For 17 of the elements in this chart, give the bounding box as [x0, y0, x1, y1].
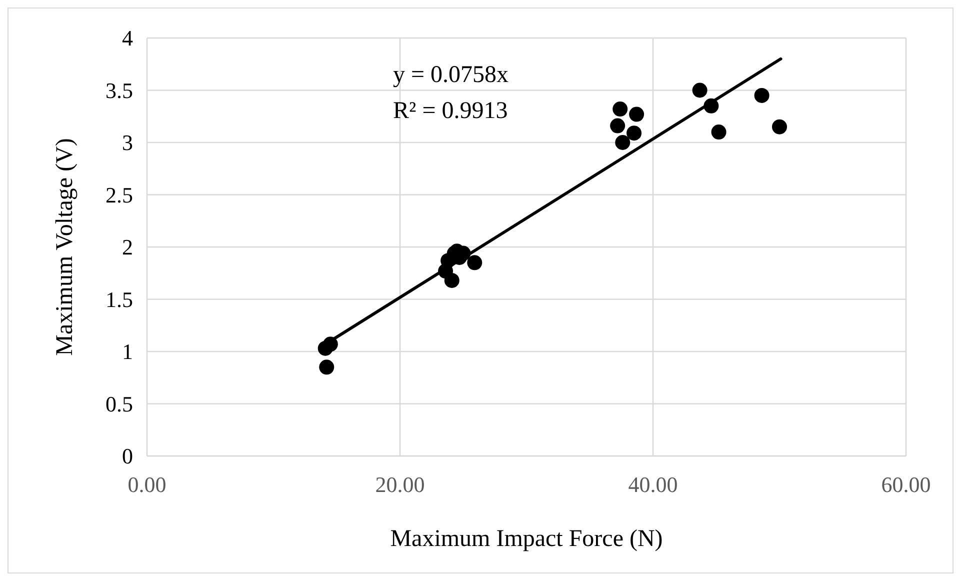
y-tick-label: 2: [122, 234, 133, 260]
annotation: y = 0.0758x: [393, 62, 509, 88]
x-tick-label: 60.00: [881, 472, 931, 497]
x-tick-label: 20.00: [375, 472, 425, 497]
y-tick-label: 3.5: [106, 78, 133, 103]
x-tick-label: 40.00: [628, 472, 678, 497]
y-tick-label: 1: [122, 339, 133, 364]
annotation: R² = 0.9913: [393, 98, 508, 124]
y-tick-label: 1.5: [106, 286, 133, 312]
y-tick-label: 0.5: [106, 391, 133, 416]
x-axis-title: Maximum Impact Force (N): [390, 526, 663, 552]
x-tick-label: 0.00: [128, 472, 166, 497]
y-tick-label: 3: [122, 130, 133, 156]
y-tick-label: 2.5: [106, 182, 133, 208]
y-tick-label: 4: [122, 26, 133, 51]
y-tick-label: 0: [122, 444, 133, 469]
y-axis-title: Maximum Voltage (V): [52, 138, 78, 356]
